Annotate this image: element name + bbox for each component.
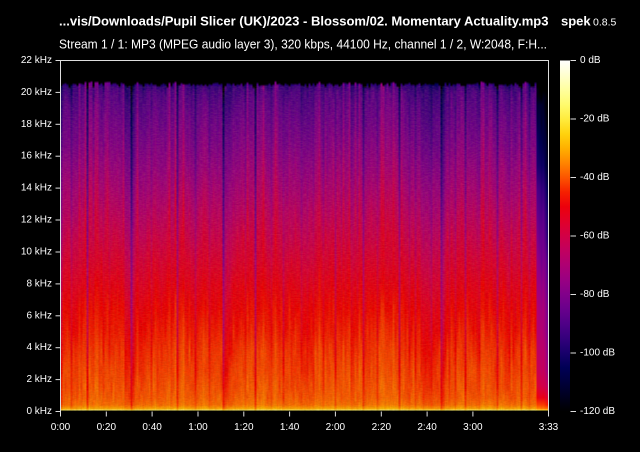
svg-text:0:20: 0:20 bbox=[97, 422, 117, 433]
svg-text:3:00: 3:00 bbox=[463, 422, 483, 433]
svg-text:20 kHz: 20 kHz bbox=[21, 87, 52, 98]
svg-text:0:00: 0:00 bbox=[51, 422, 71, 433]
svg-text:0 kHz: 0 kHz bbox=[26, 406, 52, 417]
svg-text:-20 dB: -20 dB bbox=[580, 114, 610, 125]
svg-text:4 kHz: 4 kHz bbox=[26, 342, 52, 353]
svg-text:6 kHz: 6 kHz bbox=[26, 310, 52, 321]
svg-text:...vis/Downloads/Pupil Slicer: ...vis/Downloads/Pupil Slicer (UK)/2023 … bbox=[59, 14, 549, 29]
svg-text:0 dB: 0 dB bbox=[580, 55, 601, 66]
svg-text:18 kHz: 18 kHz bbox=[21, 119, 52, 130]
svg-text:10 kHz: 10 kHz bbox=[21, 247, 52, 258]
svg-text:spek: spek bbox=[561, 14, 591, 29]
svg-text:0.8.5: 0.8.5 bbox=[593, 17, 617, 29]
svg-text:22 kHz: 22 kHz bbox=[21, 55, 52, 66]
svg-text:2 kHz: 2 kHz bbox=[26, 374, 52, 385]
svg-text:1:40: 1:40 bbox=[280, 422, 300, 433]
svg-text:14 kHz: 14 kHz bbox=[21, 183, 52, 194]
svg-text:12 kHz: 12 kHz bbox=[21, 215, 52, 226]
svg-text:Stream 1 / 1: MP3 (MPEG audio: Stream 1 / 1: MP3 (MPEG audio layer 3), … bbox=[59, 38, 547, 52]
svg-text:2:00: 2:00 bbox=[326, 422, 346, 433]
svg-text:0:40: 0:40 bbox=[142, 422, 162, 433]
svg-text:8 kHz: 8 kHz bbox=[26, 278, 52, 289]
svg-text:-100 dB: -100 dB bbox=[580, 348, 615, 359]
svg-text:1:00: 1:00 bbox=[188, 422, 208, 433]
svg-text:2:20: 2:20 bbox=[372, 422, 392, 433]
svg-text:3:33: 3:33 bbox=[539, 422, 559, 433]
svg-text:-40 dB: -40 dB bbox=[580, 172, 610, 183]
svg-text:-60 dB: -60 dB bbox=[580, 231, 610, 242]
svg-text:-80 dB: -80 dB bbox=[580, 289, 610, 300]
svg-text:2:40: 2:40 bbox=[417, 422, 437, 433]
svg-text:-120 dB: -120 dB bbox=[580, 406, 615, 417]
svg-text:16 kHz: 16 kHz bbox=[21, 151, 52, 162]
svg-text:1:20: 1:20 bbox=[234, 422, 254, 433]
